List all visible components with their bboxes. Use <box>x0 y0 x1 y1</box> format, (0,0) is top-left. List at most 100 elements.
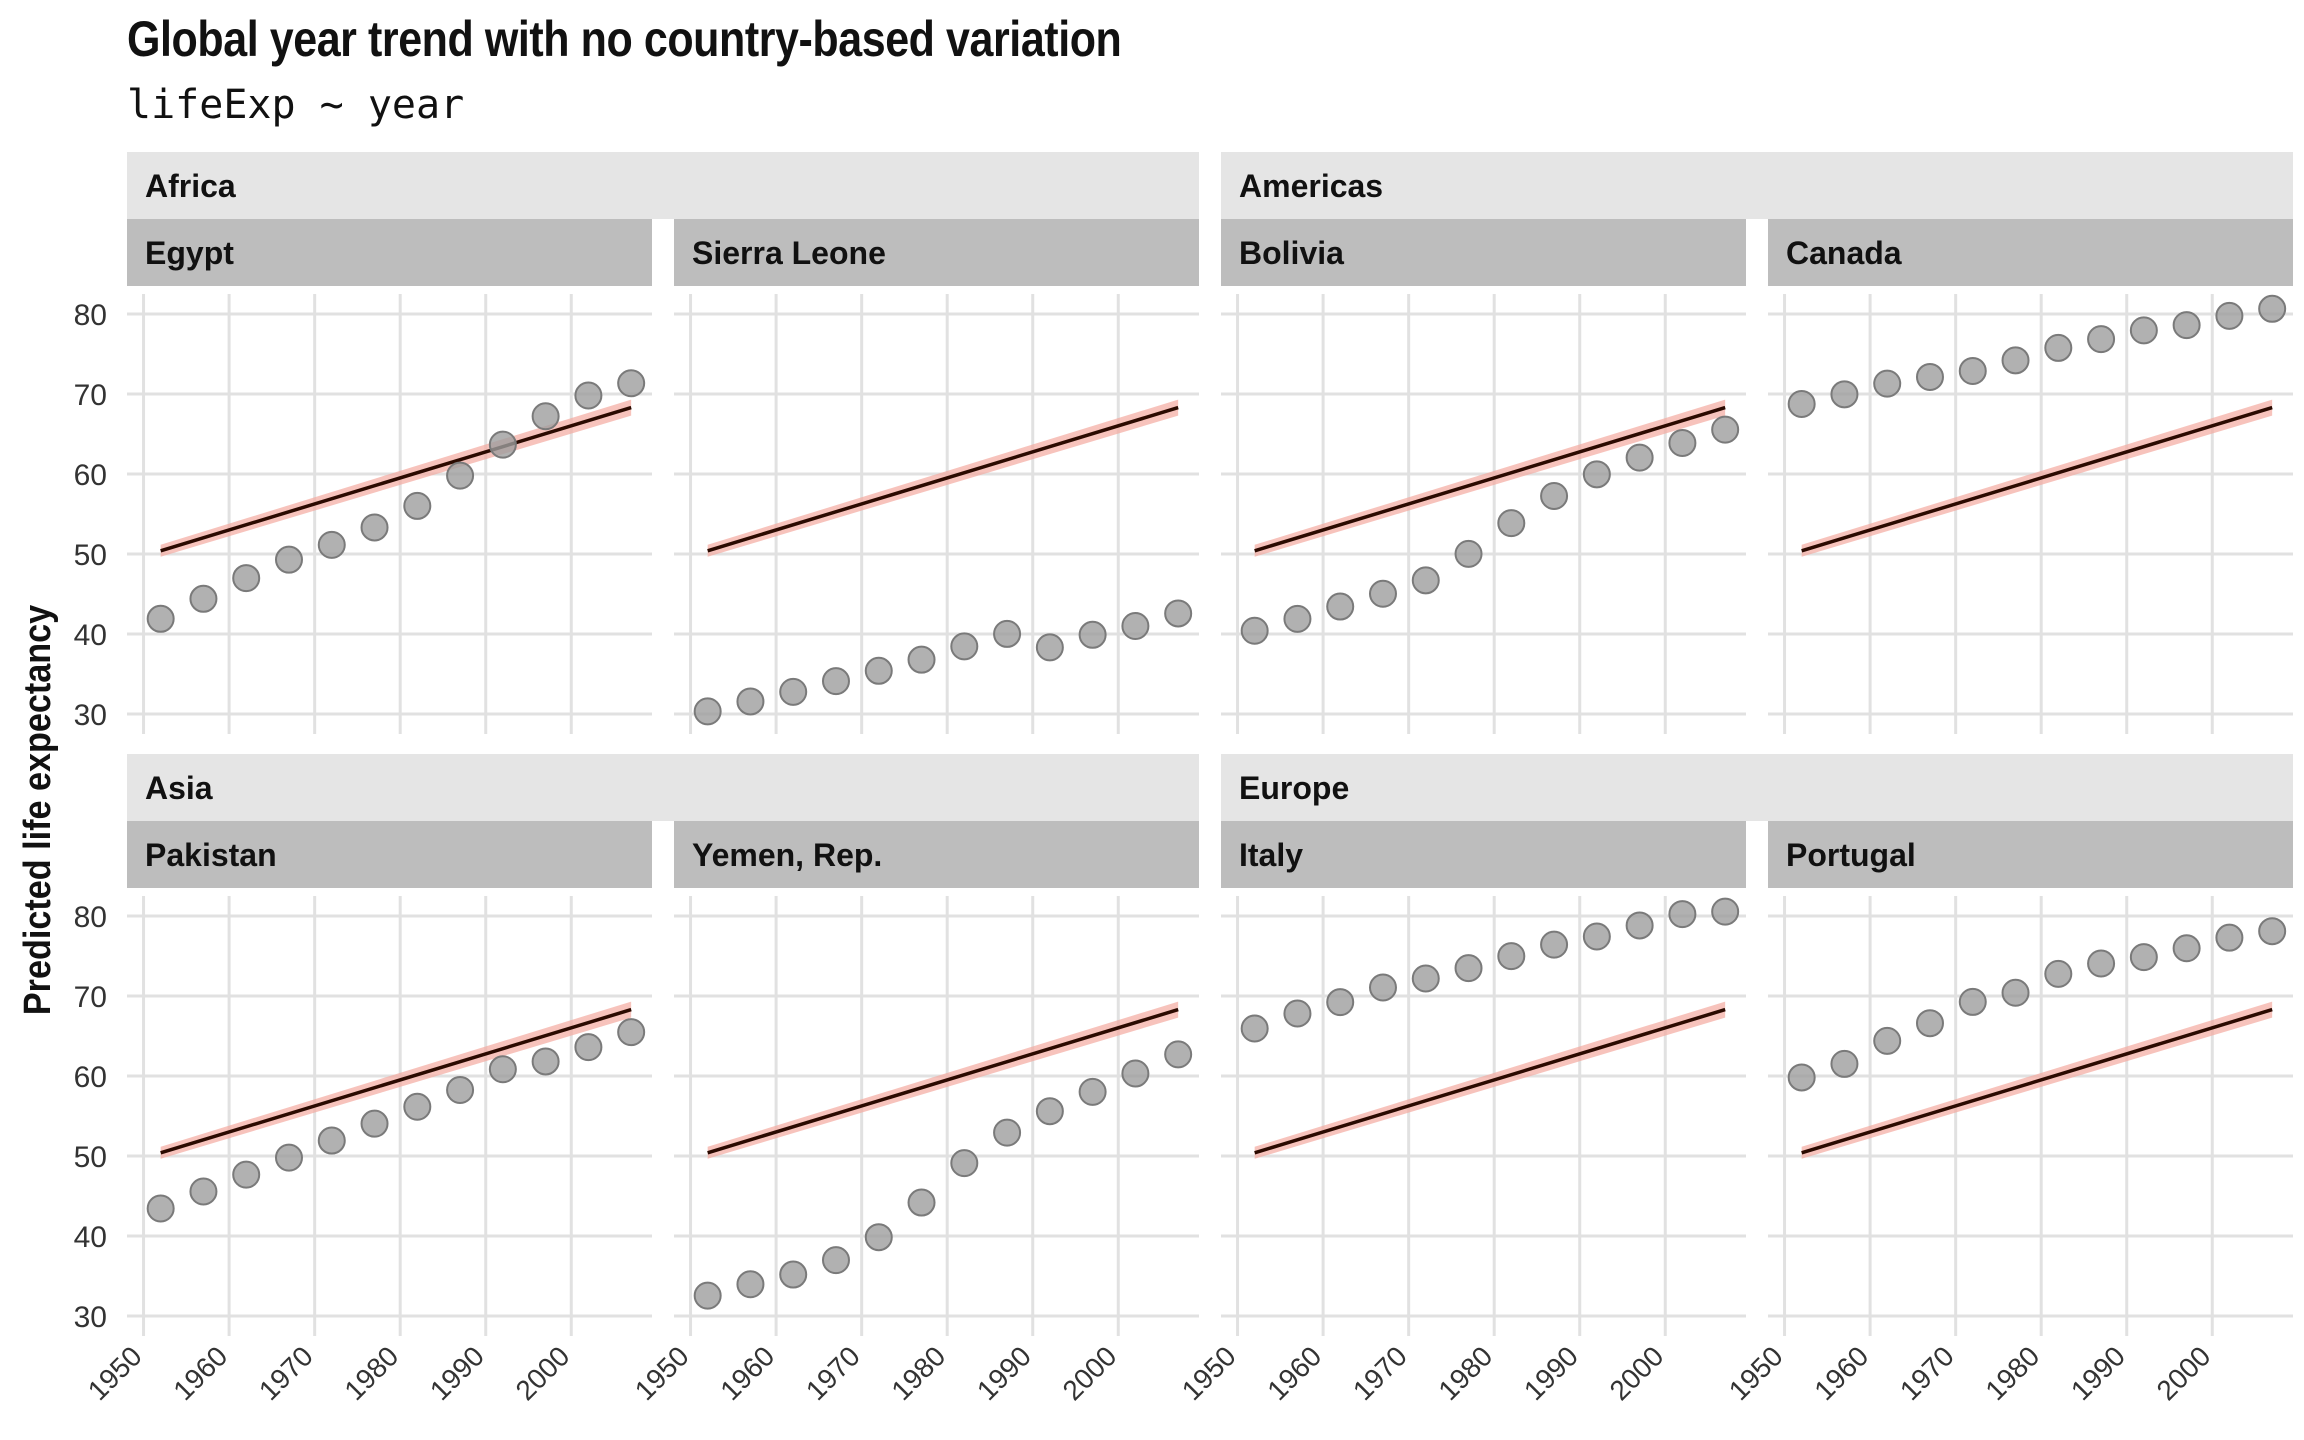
country-strip <box>1221 821 1746 888</box>
data-point <box>360 1109 389 1138</box>
data-point <box>488 430 517 459</box>
x-tick-label: 1950 <box>82 1340 148 1406</box>
trend-line <box>160 405 632 553</box>
data-point <box>2215 301 2244 330</box>
y-tick-label: 30 <box>74 1301 107 1334</box>
data-point <box>1240 616 1269 645</box>
data-point <box>1283 999 1312 1028</box>
x-tick-label: 2000 <box>1604 1340 1670 1406</box>
data-point <box>1035 633 1064 662</box>
country-label: Canada <box>1786 235 1902 271</box>
data-point <box>574 381 603 410</box>
data-point <box>993 619 1022 648</box>
y-tick-label: 60 <box>74 459 107 492</box>
data-point <box>1368 579 1397 608</box>
continent-label: Americas <box>1239 168 1383 204</box>
country-strip <box>127 821 652 888</box>
data-point <box>232 564 261 593</box>
data-point <box>1326 988 1355 1017</box>
data-point <box>779 1260 808 1289</box>
data-point <box>531 402 560 431</box>
data-point <box>531 1047 560 1076</box>
country-strip <box>1768 219 2293 286</box>
data-point <box>1326 592 1355 621</box>
x-tick-label: 2000 <box>2151 1340 2217 1406</box>
country-strip <box>1768 821 2293 888</box>
data-point <box>1411 566 1440 595</box>
continent-strip <box>127 152 1199 219</box>
chart-title: Global year trend with no country-based … <box>127 11 1122 67</box>
data-point <box>2258 917 2287 946</box>
data-point <box>403 491 432 520</box>
data-point <box>1454 954 1483 983</box>
country-label: Egypt <box>145 235 234 271</box>
x-tick-label: 1970 <box>1347 1340 1413 1406</box>
x-tick-label: 1960 <box>714 1340 780 1406</box>
data-point <box>1540 930 1569 959</box>
data-point <box>446 461 475 490</box>
data-point <box>1668 900 1697 929</box>
data-point <box>1787 390 1816 418</box>
trend-line <box>1254 1007 1726 1155</box>
data-point <box>1873 369 1902 398</box>
trend-line <box>1801 1007 2273 1155</box>
data-point <box>1625 911 1654 940</box>
data-point <box>1164 1040 1193 1069</box>
data-point <box>1958 356 1987 385</box>
data-point <box>693 1281 722 1310</box>
country-label: Yemen, Rep. <box>692 837 882 873</box>
data-point <box>146 604 175 633</box>
x-tick-label: 1960 <box>167 1340 233 1406</box>
data-point <box>1368 973 1397 1002</box>
y-tick-label: 80 <box>74 299 107 332</box>
data-point <box>907 1188 936 1217</box>
data-point <box>1915 1009 1944 1038</box>
continent-label: Asia <box>145 770 213 806</box>
continent-label: Africa <box>145 168 236 204</box>
data-point <box>821 667 850 696</box>
data-point <box>274 1143 303 1172</box>
country-strip <box>674 821 1199 888</box>
data-point <box>2001 978 2030 1007</box>
data-point <box>1873 1026 1902 1055</box>
x-tick-label: 1980 <box>338 1340 404 1406</box>
data-point <box>950 632 979 661</box>
y-axis-label: Predicted life expectancy <box>15 605 58 1015</box>
data-point <box>864 1223 893 1252</box>
y-tick-label: 40 <box>74 1221 107 1254</box>
data-point <box>1711 897 1740 926</box>
data-point <box>1283 604 1312 633</box>
data-point <box>617 1018 646 1047</box>
data-point <box>317 530 346 559</box>
data-point <box>736 687 765 716</box>
x-tick-label: 1970 <box>253 1340 319 1406</box>
country-strip <box>127 219 652 286</box>
x-tick-label: 2000 <box>1057 1340 1123 1406</box>
continent-label: Europe <box>1239 770 1349 806</box>
data-point <box>1164 599 1193 628</box>
x-tick-label: 1960 <box>1808 1340 1874 1406</box>
data-point <box>574 1033 603 1062</box>
data-point <box>821 1246 850 1275</box>
data-point <box>1582 460 1611 489</box>
data-point <box>1958 987 1987 1016</box>
data-point <box>1078 620 1107 649</box>
country-strip <box>674 219 1199 286</box>
data-point <box>693 697 722 726</box>
data-point <box>1497 509 1526 538</box>
data-point <box>1497 942 1526 971</box>
y-tick-label: 80 <box>74 901 107 934</box>
y-tick-label: 30 <box>74 699 107 732</box>
country-label: Pakistan <box>145 837 277 873</box>
x-tick-label: 1980 <box>1979 1340 2045 1406</box>
x-tick-label: 2000 <box>510 1340 576 1406</box>
x-tick-label: 1970 <box>1894 1340 1960 1406</box>
data-point <box>1540 482 1569 510</box>
data-point <box>446 1076 475 1104</box>
data-point <box>146 1194 175 1223</box>
data-point <box>189 1177 218 1206</box>
trend-line <box>707 1007 1179 1155</box>
data-point <box>907 645 936 674</box>
trend-line <box>1254 405 1726 553</box>
